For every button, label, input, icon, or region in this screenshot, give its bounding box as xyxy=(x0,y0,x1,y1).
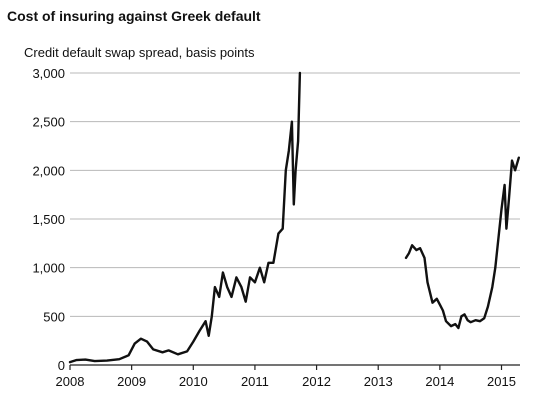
y-tick-label: 1,000 xyxy=(32,261,65,276)
x-tick-label: 2011 xyxy=(241,374,269,389)
y-tick-label: 0 xyxy=(58,358,65,373)
y-tick-label: 3,000 xyxy=(32,66,65,81)
series-group xyxy=(68,71,520,364)
chart-title: Cost of insuring against Greek default xyxy=(7,8,261,24)
x-tick-label: 2008 xyxy=(56,374,85,389)
y-tick-label: 2,000 xyxy=(32,163,65,178)
chart-subtitle: Credit default swap spread, basis points xyxy=(24,45,255,60)
x-tick-label: 2010 xyxy=(179,374,208,389)
series-line-segment xyxy=(404,156,520,330)
x-tick-label: 2012 xyxy=(302,374,331,389)
y-tick-labels: 0 500 1,000 1,500 2,000 2,500 3,000 xyxy=(32,66,65,373)
series-line-segment xyxy=(68,71,302,364)
x-tick-label: 2014 xyxy=(425,374,454,389)
y-tick-label: 1,500 xyxy=(32,212,65,227)
x-tick-labels: 2008 2009 2010 2011 2012 2013 2014 2015 xyxy=(56,365,516,389)
x-tick-label: 2009 xyxy=(117,374,146,389)
gridlines xyxy=(70,72,520,366)
x-tick-label: 2015 xyxy=(487,374,516,389)
y-tick-label: 2,500 xyxy=(32,115,65,130)
y-tick-label: 500 xyxy=(43,309,65,324)
x-tick-label: 2013 xyxy=(364,374,393,389)
